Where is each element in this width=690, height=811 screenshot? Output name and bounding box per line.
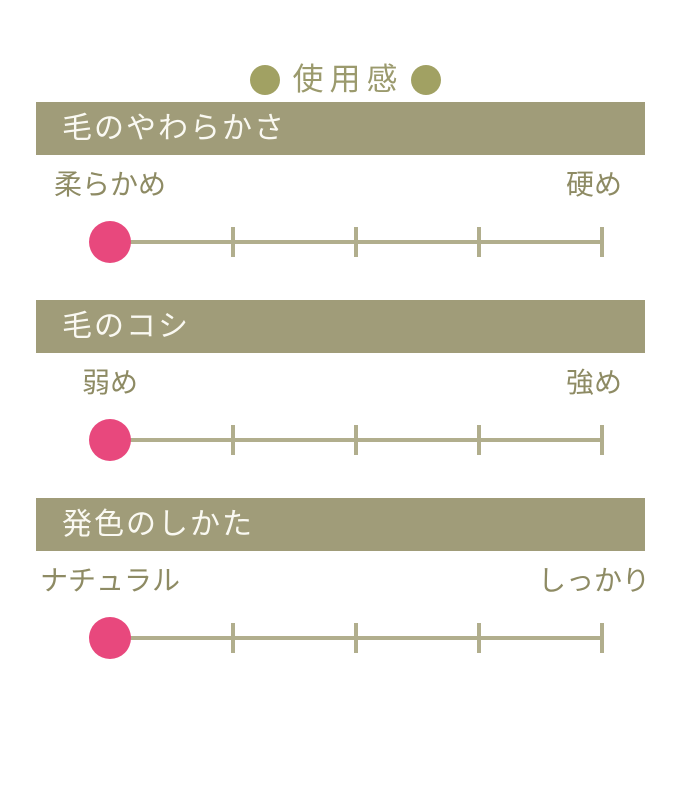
scale-tick [354,425,358,455]
scale-tick [354,623,358,653]
scale-max-label: しっかり [537,564,651,597]
rating-scale [0,300,690,498]
scale-tick [477,623,481,653]
rating-marker [89,419,131,461]
scale-min-label: 弱め [81,366,139,399]
scale-tick [231,425,235,455]
title-left-dot-icon [249,65,280,95]
rating-scale [0,102,690,300]
scale-tick [600,425,604,455]
scale-tick [477,227,481,257]
scale-min-label: ナチュラル [39,564,181,597]
rating-marker [89,221,131,263]
scale-tick [600,227,604,257]
rating-scale [0,498,690,696]
section-hair-resilience: 毛のコシ 弱め 強め [0,300,690,498]
section-heading: 毛のやわらかさ [36,102,645,155]
scale-tick [600,623,604,653]
scale-tick [354,227,358,257]
page-title: 使用感 [0,58,690,102]
scale-tick [477,425,481,455]
section-heading: 毛のコシ [36,300,645,353]
section-heading: 発色のしかた [36,498,645,551]
scale-tick [231,623,235,653]
scale-max-label: 強め [565,366,623,399]
scale-min-label: 柔らかめ [53,168,167,201]
rating-marker [89,617,131,659]
page-title-text: 使用感 [292,61,404,98]
scale-max-label: 硬め [565,168,623,201]
section-color-development: 発色のしかた ナチュラル しっかり [0,498,690,696]
scale-tick [231,227,235,257]
section-hair-softness: 毛のやわらかさ 柔らかめ 硬め [0,102,690,300]
title-right-dot-icon [410,65,441,95]
